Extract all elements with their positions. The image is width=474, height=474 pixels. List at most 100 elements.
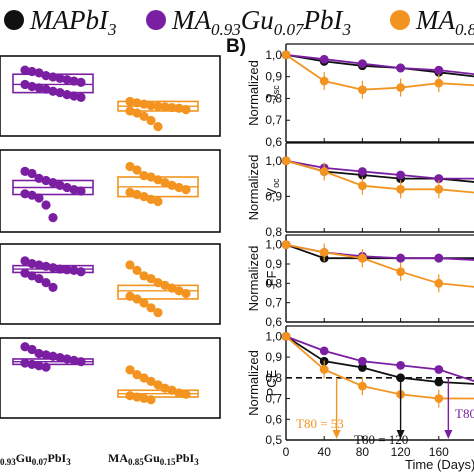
x-tick-label: 120 xyxy=(391,445,411,459)
series-point-pce-1 xyxy=(434,365,444,374)
x-tick-label: 80 xyxy=(356,445,370,459)
box-point-pce-1 xyxy=(27,359,37,369)
box-point-voc-1 xyxy=(76,186,86,196)
series-line-jsc-2 xyxy=(285,54,474,91)
y-tick-label-jsc: 0,6 xyxy=(265,135,282,149)
x-tick-label: 0 xyxy=(283,445,290,459)
series-point-voc-2 xyxy=(319,167,329,176)
y-label-voc: Normalized xyxy=(246,155,261,221)
box-point-jsc-1 xyxy=(34,68,44,78)
y-tick-label-pce: 0,7 xyxy=(265,392,282,406)
box-point-ff-2 xyxy=(174,286,184,296)
series-point-jsc-1 xyxy=(434,65,444,75)
t80-annotation-2: T80 xyxy=(455,406,474,421)
box-point-jsc-1 xyxy=(48,86,58,96)
series-point-jsc-2 xyxy=(281,50,291,60)
legend-marker-mapbi3 xyxy=(4,10,24,30)
box-point-pce-2 xyxy=(174,388,184,398)
box-point-jsc-1 xyxy=(27,66,37,77)
y-tick-label-jsc: 0,9 xyxy=(265,70,282,84)
y-tick-label-pce: 1,0 xyxy=(265,329,282,343)
series-point-voc-1 xyxy=(358,167,367,176)
series-point-ff-1 xyxy=(434,253,444,263)
box-point-ff-2 xyxy=(153,278,163,288)
series-point-jsc-2 xyxy=(396,83,405,92)
box-point-ff-2 xyxy=(153,307,163,318)
line-panel-voc: 1,0 0,9 0,8 Normalized Voc xyxy=(246,142,474,239)
series-line-voc-2 xyxy=(285,159,474,194)
box-point-voc-1 xyxy=(20,166,30,176)
y-tick-label-jsc: 1,0 xyxy=(265,48,282,62)
box-point-voc-2 xyxy=(146,172,156,182)
y-tick-label-voc: 0,8 xyxy=(265,225,282,239)
box-point-ff-1 xyxy=(41,278,51,288)
series-point-ff-2 xyxy=(434,278,444,288)
box-point-ff-1 xyxy=(48,282,58,292)
y-tick-label-pce: 0,5 xyxy=(265,433,282,447)
series-point-jsc-1 xyxy=(319,54,329,64)
box-point-pce-2 xyxy=(132,370,142,380)
box-point-jsc-2 xyxy=(139,111,149,121)
y-label-metric-jsc: Jsc xyxy=(264,85,281,101)
box-point-voc-1 xyxy=(34,173,44,183)
series-line-pce-1 xyxy=(285,335,474,382)
series-line-jsc-1 xyxy=(285,54,474,76)
box-point-pce-1 xyxy=(34,361,44,371)
series-line-pce-0 xyxy=(285,335,474,385)
y-label-metric-ff: FF xyxy=(264,271,279,287)
box-point-jsc-2 xyxy=(160,102,170,112)
box-point-jsc-1 xyxy=(41,71,51,81)
box-point-voc-2 xyxy=(125,187,135,197)
y-tick-label-jsc: 0,8 xyxy=(265,91,282,105)
box-point-pce-1 xyxy=(20,342,30,352)
box-point-ff-1 xyxy=(55,264,65,274)
panel-a-category-2: MA0.85Gu0.15PbI3 xyxy=(108,451,199,467)
y-label-ff: Normalized xyxy=(246,246,261,312)
box-point-ff-2 xyxy=(146,303,156,313)
y-label-metric-voc: Voc xyxy=(264,178,281,197)
box-point-voc-1 xyxy=(34,193,44,203)
box-point-voc-1 xyxy=(41,175,51,186)
box-point-pce-2 xyxy=(125,365,135,375)
series-point-voc-1 xyxy=(434,174,444,184)
series-point-ff-1 xyxy=(396,253,405,263)
box-point-jsc-2 xyxy=(181,105,191,115)
box-point-jsc-1 xyxy=(69,76,79,86)
box-point-voc-2 xyxy=(132,165,142,175)
box-point-pce-1 xyxy=(41,350,51,360)
y-label-pce: Normalized xyxy=(246,350,261,416)
series-point-ff-2 xyxy=(281,240,291,250)
box-point-jsc-1 xyxy=(62,90,72,100)
y-tick-label-jsc: 0,7 xyxy=(265,113,282,127)
t80-arrow-head-2 xyxy=(444,430,453,439)
y-label-metric-pce: PCE xyxy=(264,369,279,396)
box-point-voc-2 xyxy=(167,180,177,190)
t80-arrow-head-0 xyxy=(332,430,341,439)
box-point-voc-1 xyxy=(48,178,58,188)
box-point-pce-1 xyxy=(41,362,51,372)
legend-marker-gu007 xyxy=(146,10,166,30)
box-point-ff-1 xyxy=(34,260,44,270)
box-point-pce-2 xyxy=(153,380,163,390)
box-point-voc-1 xyxy=(20,189,30,199)
box-point-jsc-2 xyxy=(132,98,142,108)
panel-a-frame-voc xyxy=(0,149,221,233)
box-point-pce-2 xyxy=(125,391,135,401)
series-point-voc-2 xyxy=(358,181,367,191)
box-point-pce-1 xyxy=(34,348,44,359)
box-point-ff-1 xyxy=(62,265,72,275)
series-point-ff-2 xyxy=(358,253,367,263)
box-point-ff-1 xyxy=(20,268,30,278)
box-point-ff-2 xyxy=(125,291,135,301)
t80-annotation-1: T80 = 120 xyxy=(354,432,408,447)
box-point-ff-2 xyxy=(181,288,191,299)
box-point-pce-2 xyxy=(160,383,170,393)
y-tick-label-ff: 0,7 xyxy=(265,296,282,310)
series-line-jsc-0 xyxy=(285,54,474,78)
box-point-pce-1 xyxy=(69,355,79,365)
x-tick-label: 40 xyxy=(318,445,332,459)
legend: MAPbI3 MA0.93Gu0.07PbI3 MA0.85 xyxy=(4,5,474,39)
box-point-ff-2 xyxy=(132,265,142,275)
